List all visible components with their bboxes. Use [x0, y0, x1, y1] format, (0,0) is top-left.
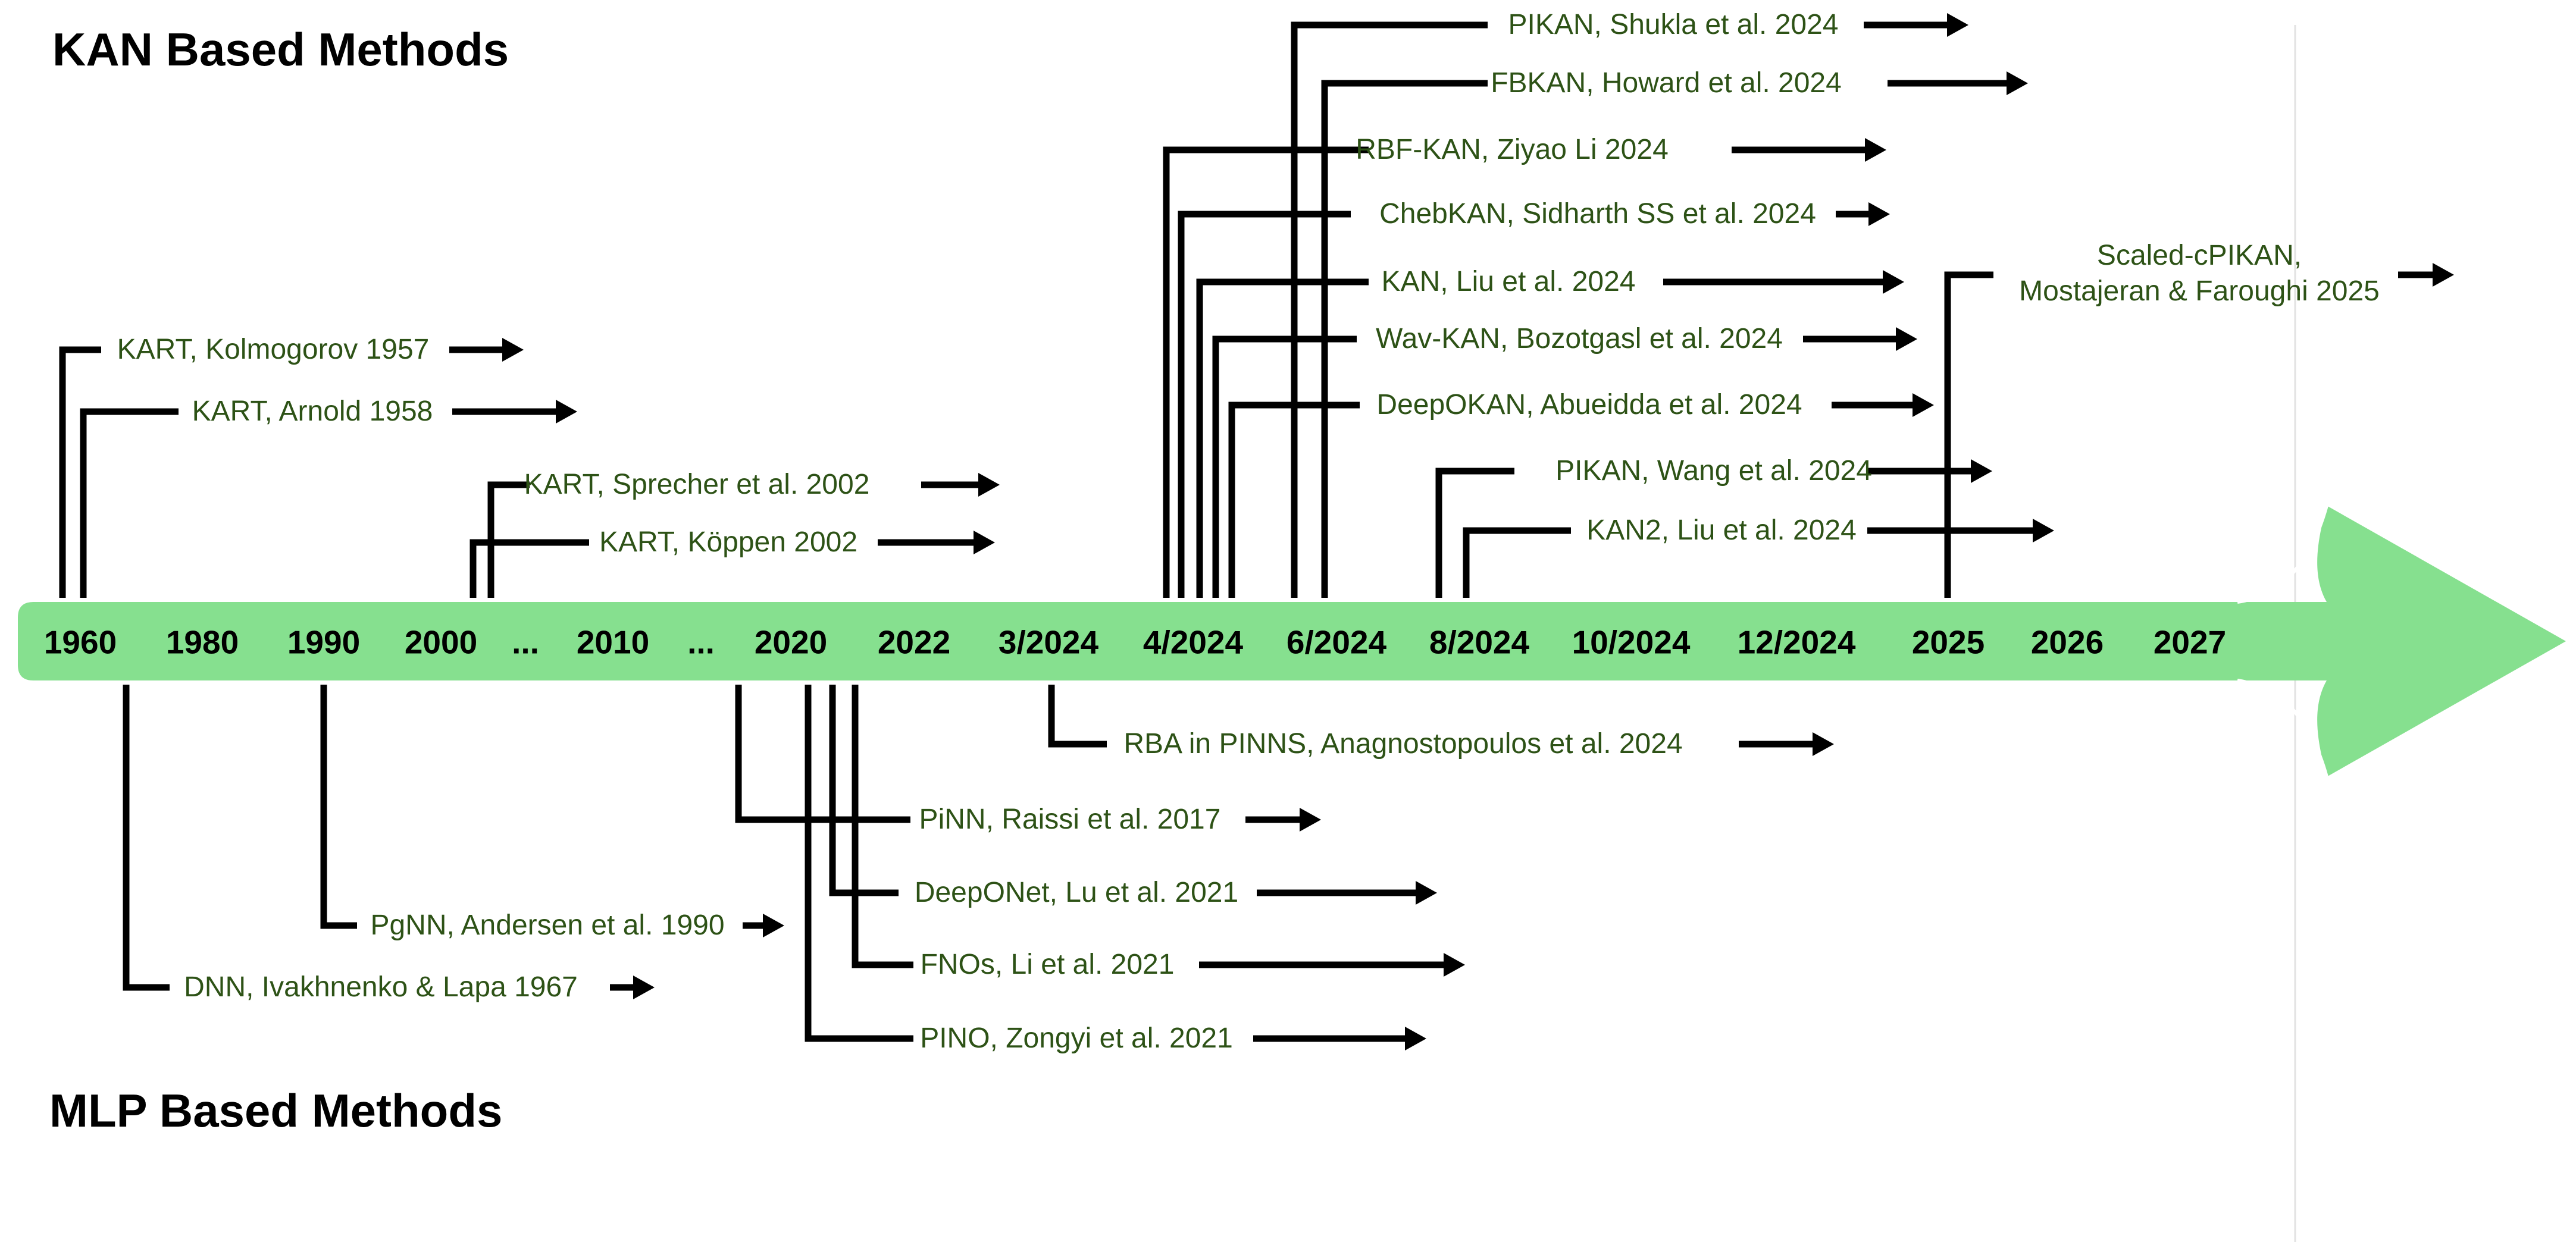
arrow-pikan-wang-head [1971, 459, 1992, 483]
connector-rba-pinns [1048, 685, 1107, 748]
arrow-rbf-kan-head [1865, 138, 1886, 162]
arrow-scaled-cpikan-head [2433, 263, 2454, 287]
connector-kart-koppen [469, 539, 589, 598]
tick-6-2024: 6/2024 [1286, 623, 1387, 661]
connector-rbf-kan [1163, 146, 1369, 598]
tick-1980: 1980 [165, 623, 239, 661]
arrow-pinn-raissi-head [1300, 808, 1321, 832]
connector-group [59, 13, 2454, 1050]
tick-8-2024: 8/2024 [1429, 623, 1530, 661]
arrow-kart-koppen-head [974, 531, 995, 554]
connector-kart-sprecher [487, 481, 530, 598]
arrow-chebkan-head [1868, 202, 1890, 226]
connector-kart-kolmogorov [59, 346, 101, 598]
arrow-kan2-liu-head [2033, 519, 2054, 542]
label-pinn-raissi: PiNN, Raissi et al. 2017 [919, 804, 1221, 836]
connector-deeponet [829, 685, 899, 896]
label-kart-sprecher: KART, Sprecher et al. 2002 [524, 469, 870, 501]
arrow-dnn-head [633, 976, 655, 999]
connector-chebkan [1178, 211, 1351, 598]
tick-2022: 2022 [877, 623, 951, 661]
arrow-deeponet-head [1416, 881, 1437, 905]
label-wav-kan: Wav-KAN, Bozotgasl et al. 2024 [1376, 323, 1783, 355]
arrow-pino-head [1405, 1027, 1426, 1050]
label-deepokan: DeepOKAN, Abueidda et al. 2024 [1376, 389, 1802, 421]
tick-10-2024: 10/2024 [1572, 623, 1691, 661]
tick-2027: 2027 [2153, 623, 2227, 661]
tick-2025: 2025 [1911, 623, 1985, 661]
label-kart-arnold: KART, Arnold 1958 [192, 396, 433, 428]
tick-2020: 2020 [754, 623, 828, 661]
connector-scaled-cpikan [1944, 271, 1993, 598]
label-pikan-wang: PIKAN, Wang et al. 2024 [1555, 455, 1872, 487]
label-kart-koppen: KART, Köppen 2002 [599, 526, 858, 559]
tick-ellipsis-1: ... [512, 623, 539, 661]
tick-1990: 1990 [287, 623, 361, 661]
connector-fnos [852, 685, 913, 968]
label-chebkan: ChebKAN, Sidharth SS et al. 2024 [1379, 198, 1816, 230]
arrow-pgnn-head [763, 914, 784, 937]
arrow-fbkan-howard-head [2007, 71, 2028, 95]
arrow-deepokan-head [1913, 393, 1934, 417]
arrow-kart-arnold-head [556, 400, 577, 424]
connector-pinn-raissi [735, 685, 910, 823]
tick-2010: 2010 [576, 623, 650, 661]
arrow-kart-kolmogorov-head [502, 338, 524, 362]
tick-4-2024: 4/2024 [1143, 623, 1244, 661]
tick-2000: 2000 [404, 623, 478, 661]
timeline-arrow-notch-bottom [2237, 679, 2328, 777]
connector-kan-liu [1196, 278, 1369, 598]
label-kart-kolmogorov: KART, Kolmogorov 1957 [117, 334, 430, 366]
label-deeponet: DeepONet, Lu et al. 2021 [914, 877, 1239, 909]
label-rbf-kan: RBF-KAN, Ziyao Li 2024 [1356, 134, 1669, 166]
connector-fbkan-howard [1321, 80, 1488, 598]
timeline-arrow-band [18, 506, 2566, 777]
label-pikan-shukla: PIKAN, Shukla et al. 2024 [1508, 9, 1839, 41]
label-fnos: FNOs, Li et al. 2021 [920, 949, 1175, 981]
tick-ellipsis-2: ... [687, 623, 715, 661]
label-scaled-cpikan: Scaled-cPIKAN, [2096, 240, 2302, 272]
arrow-pikan-shukla-head [1947, 13, 1968, 37]
label-rba-pinns: RBA in PINNS, Anagnostopoulos et al. 202… [1123, 728, 1683, 760]
kan-section-title: KAN Based Methods [52, 23, 509, 76]
connector-dnn [123, 685, 170, 991]
tick-2026: 2026 [2030, 623, 2104, 661]
label-pgnn: PgNN, Andersen et al. 1990 [370, 909, 725, 942]
label-scaled-cpikan-authors: Mostajeran & Faroughi 2025 [2019, 275, 2380, 308]
arrow-fnos-head [1444, 953, 1465, 977]
label-kan2-liu: KAN2, Liu et al. 2024 [1586, 515, 1857, 547]
connector-kart-arnold [80, 408, 179, 598]
tick-12-2024: 12/2024 [1737, 623, 1856, 661]
arrow-kart-sprecher-head [978, 473, 1000, 497]
connector-deepokan [1228, 402, 1360, 598]
connector-kan2-liu [1463, 527, 1571, 598]
label-fbkan-howard: FBKAN, Howard et al. 2024 [1491, 67, 1842, 99]
arrow-rba-pinns-head [1813, 732, 1834, 756]
tick-3-2024: 3/2024 [998, 623, 1099, 661]
connector-pikan-wang [1435, 468, 1514, 598]
mlp-section-title: MLP Based Methods [49, 1084, 503, 1137]
tick-1960: 1960 [43, 623, 117, 661]
label-pino: PINO, Zongyi et al. 2021 [920, 1023, 1233, 1055]
arrow-wav-kan-head [1896, 327, 1917, 351]
connector-wav-kan [1212, 335, 1357, 598]
connector-pgnn [320, 685, 357, 929]
connector-pino [805, 685, 913, 1042]
label-kan-liu: KAN, Liu et al. 2024 [1381, 266, 1636, 298]
timeline-arrow-notch-top [2237, 505, 2328, 604]
arrow-kan-liu-head [1883, 270, 1904, 294]
label-dnn: DNN, Ivakhnenko & Lapa 1967 [184, 971, 578, 1003]
